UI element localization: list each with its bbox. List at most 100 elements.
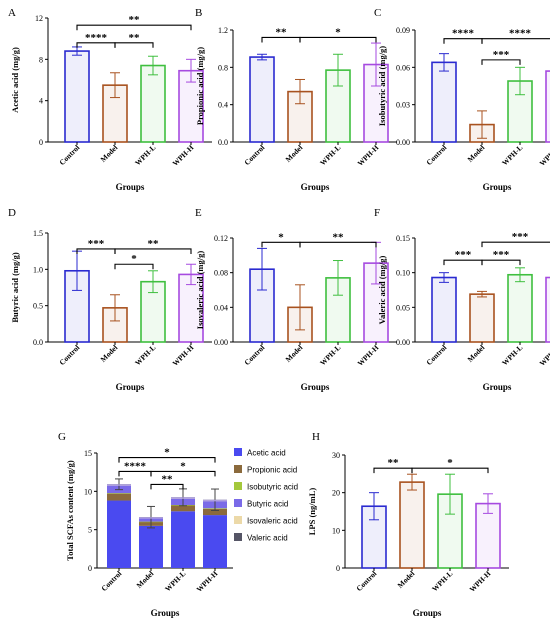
x-tick-label: WPH-H [355,343,380,368]
significance-bracket [481,241,550,248]
stack-segment-propionic-acid [203,508,227,516]
panel-letter-F: F [374,207,380,219]
y-tick-label: 12 [35,14,43,23]
x-tick-label: WPH-H [355,143,380,168]
y-tick-label: 8 [39,55,43,64]
panel-D: D 0.0 0.5 1.0 1.5 Butyric acid (mg/g) Control M… [8,207,212,392]
y-tick-label: 0.08 [214,269,228,278]
x-axis-label: Groups [151,608,180,618]
legend-label: Butyric acid [247,500,288,509]
significance-label: ** [129,32,141,44]
significance-label: * [335,26,341,38]
x-tick-label: WPH-L [318,343,342,367]
y-axis-label: LPS (ng/mL) [307,488,317,536]
significance-bracket [76,24,192,31]
y-tick-label: 5 [88,526,92,535]
x-tick-label: Model [466,143,487,164]
x-tick-label: WPH-L [163,569,187,593]
bar-control [431,276,457,343]
panel-A: A 0 4 8 12 Acetic acid (mg/g) Control Model WPH-… [8,7,212,192]
significance-bracket [118,457,216,463]
x-tick-label: WPH-L [133,143,157,167]
x-tick-label: WPH-H [467,569,492,594]
x-tick-label: WPH-L [133,343,157,367]
x-tick-label: WPH-L [430,569,454,593]
legend-label: Isovaleric acid [247,517,298,526]
significance-label: *** [512,231,529,243]
y-tick-label: 1.0 [33,265,43,274]
stack-segment-acetic-acid [139,525,163,568]
y-tick-label: 0.04 [214,303,228,312]
y-tick-label: 0.4 [218,101,228,110]
panel-B: B 0.0 0.4 0.8 1.2 Propionic acid (mg/g) Contro… [195,7,397,192]
x-tick-label: WPH-H [537,343,550,368]
significance-bracket [114,263,154,270]
significance-bracket [299,36,377,43]
panel-letter-E: E [195,207,202,219]
stack-segment-acetic-acid [171,511,195,568]
x-tick-label: Model [284,143,305,164]
y-tick-label: 0.0 [218,138,228,147]
y-tick-label: 0 [39,138,43,147]
y-axis-label: Total SCFAs content (mg/g) [65,460,75,561]
x-tick-label: WPH-H [170,343,195,368]
x-tick-label: Model [466,343,487,364]
panel-C: C 0.00 0.03 0.06 0.09 Isobutyric acid (mg/g) C… [374,7,550,192]
y-axis-label: Butyric acid (mg/g) [10,252,20,323]
stack-segment-propionic-acid [107,493,131,501]
significance-bracket [411,467,489,474]
y-tick-label: 0.0 [33,338,43,347]
y-axis-label: Isobutyric acid (mg/g) [377,46,387,126]
y-tick-label: 0 [336,564,340,573]
y-tick-label: 0.05 [396,303,410,312]
panel-letter-B: B [195,7,202,19]
legend-label: Propionic acid [247,466,297,475]
x-tick-label: Control [242,143,266,167]
x-tick-label: Control [242,343,266,367]
stack-top [139,517,163,519]
panel-H: H 0 10 20 30 LPS (ng/mL) Control Model WPH-L WPH-… [307,431,509,618]
bar-control [431,61,457,143]
x-axis-label: Groups [116,182,145,192]
x-tick-label: Control [424,143,448,167]
x-axis-label: Groups [116,382,145,392]
significance-label: *** [455,249,472,261]
significance-bracket [299,241,377,248]
significance-label: * [131,253,137,265]
x-axis-label: Groups [413,608,442,618]
x-tick-label: Model [396,569,417,590]
x-tick-label: WPH-L [500,343,524,367]
panel-letter-G: G [58,431,66,443]
significance-label: * [164,447,170,459]
x-tick-label: WPH-H [170,143,195,168]
y-tick-label: 30 [332,451,340,460]
significance-label: * [180,460,186,472]
bar-wph-h [178,273,204,343]
y-axis-label: Valeric acid (mg/g) [377,256,387,325]
x-axis-label: Groups [483,382,512,392]
bar-wph-h [545,276,550,343]
significance-bracket [150,483,184,490]
y-axis-label: Isovaleric acid (mg/g) [195,251,205,330]
stack-top [203,499,227,502]
y-axis-label: Propionic acid (mg/g) [195,47,205,125]
panel-letter-H: H [312,431,320,443]
stack-segment-propionic-acid [171,505,195,512]
legend: Acetic acid Propionic acid Isobutyric acid… [234,448,298,543]
y-tick-label: 0.09 [396,26,410,35]
x-tick-label: Model [99,343,120,364]
panel-E: E 0.00 0.04 0.08 0.12 Isovaleric acid (mg/g) C… [195,207,397,392]
panel-letter-A: A [8,7,16,19]
bar-wph-l [140,64,166,143]
y-tick-label: 0.12 [214,234,228,243]
x-tick-label: WPH-L [500,143,524,167]
y-tick-label: 1.5 [33,229,43,238]
bar-wph-h [475,502,501,569]
y-tick-label: 15 [84,449,92,458]
x-tick-label: WPH-H [537,143,550,168]
y-tick-label: 20 [332,489,340,498]
significance-label: ** [276,26,288,38]
x-tick-label: Control [57,143,81,167]
y-tick-label: 0.06 [396,63,410,72]
significance-label: **** [509,28,532,40]
